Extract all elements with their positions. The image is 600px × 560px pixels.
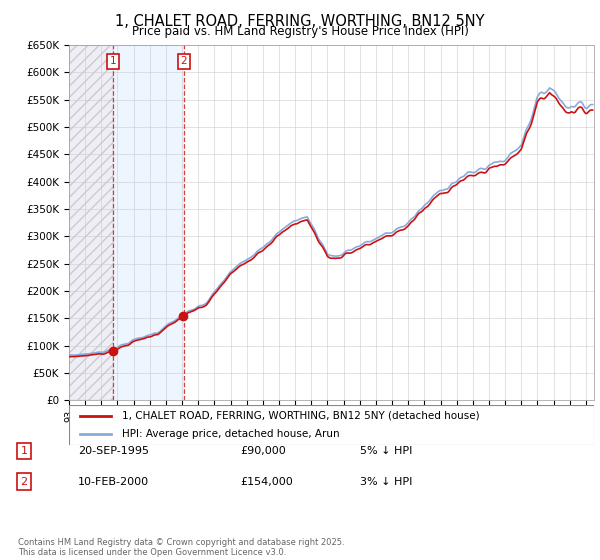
Text: 5% ↓ HPI: 5% ↓ HPI bbox=[360, 446, 412, 456]
Text: 1, CHALET ROAD, FERRING, WORTHING, BN12 5NY (detached house): 1, CHALET ROAD, FERRING, WORTHING, BN12 … bbox=[121, 411, 479, 421]
FancyBboxPatch shape bbox=[69, 405, 594, 445]
Text: £90,000: £90,000 bbox=[240, 446, 286, 456]
Text: 10-FEB-2000: 10-FEB-2000 bbox=[78, 477, 149, 487]
Text: 3% ↓ HPI: 3% ↓ HPI bbox=[360, 477, 412, 487]
Text: Contains HM Land Registry data © Crown copyright and database right 2025.
This d: Contains HM Land Registry data © Crown c… bbox=[18, 538, 344, 557]
Text: 2: 2 bbox=[20, 477, 28, 487]
Bar bbox=[113, 45, 184, 400]
Text: 2: 2 bbox=[181, 56, 187, 66]
Text: 1, CHALET ROAD, FERRING, WORTHING, BN12 5NY: 1, CHALET ROAD, FERRING, WORTHING, BN12 … bbox=[115, 14, 485, 29]
Text: 1: 1 bbox=[20, 446, 28, 456]
Text: £154,000: £154,000 bbox=[240, 477, 293, 487]
Bar bbox=[69, 45, 113, 400]
Text: 20-SEP-1995: 20-SEP-1995 bbox=[78, 446, 149, 456]
Text: HPI: Average price, detached house, Arun: HPI: Average price, detached house, Arun bbox=[121, 430, 339, 439]
Text: 1: 1 bbox=[110, 56, 116, 66]
Text: Price paid vs. HM Land Registry's House Price Index (HPI): Price paid vs. HM Land Registry's House … bbox=[131, 25, 469, 38]
